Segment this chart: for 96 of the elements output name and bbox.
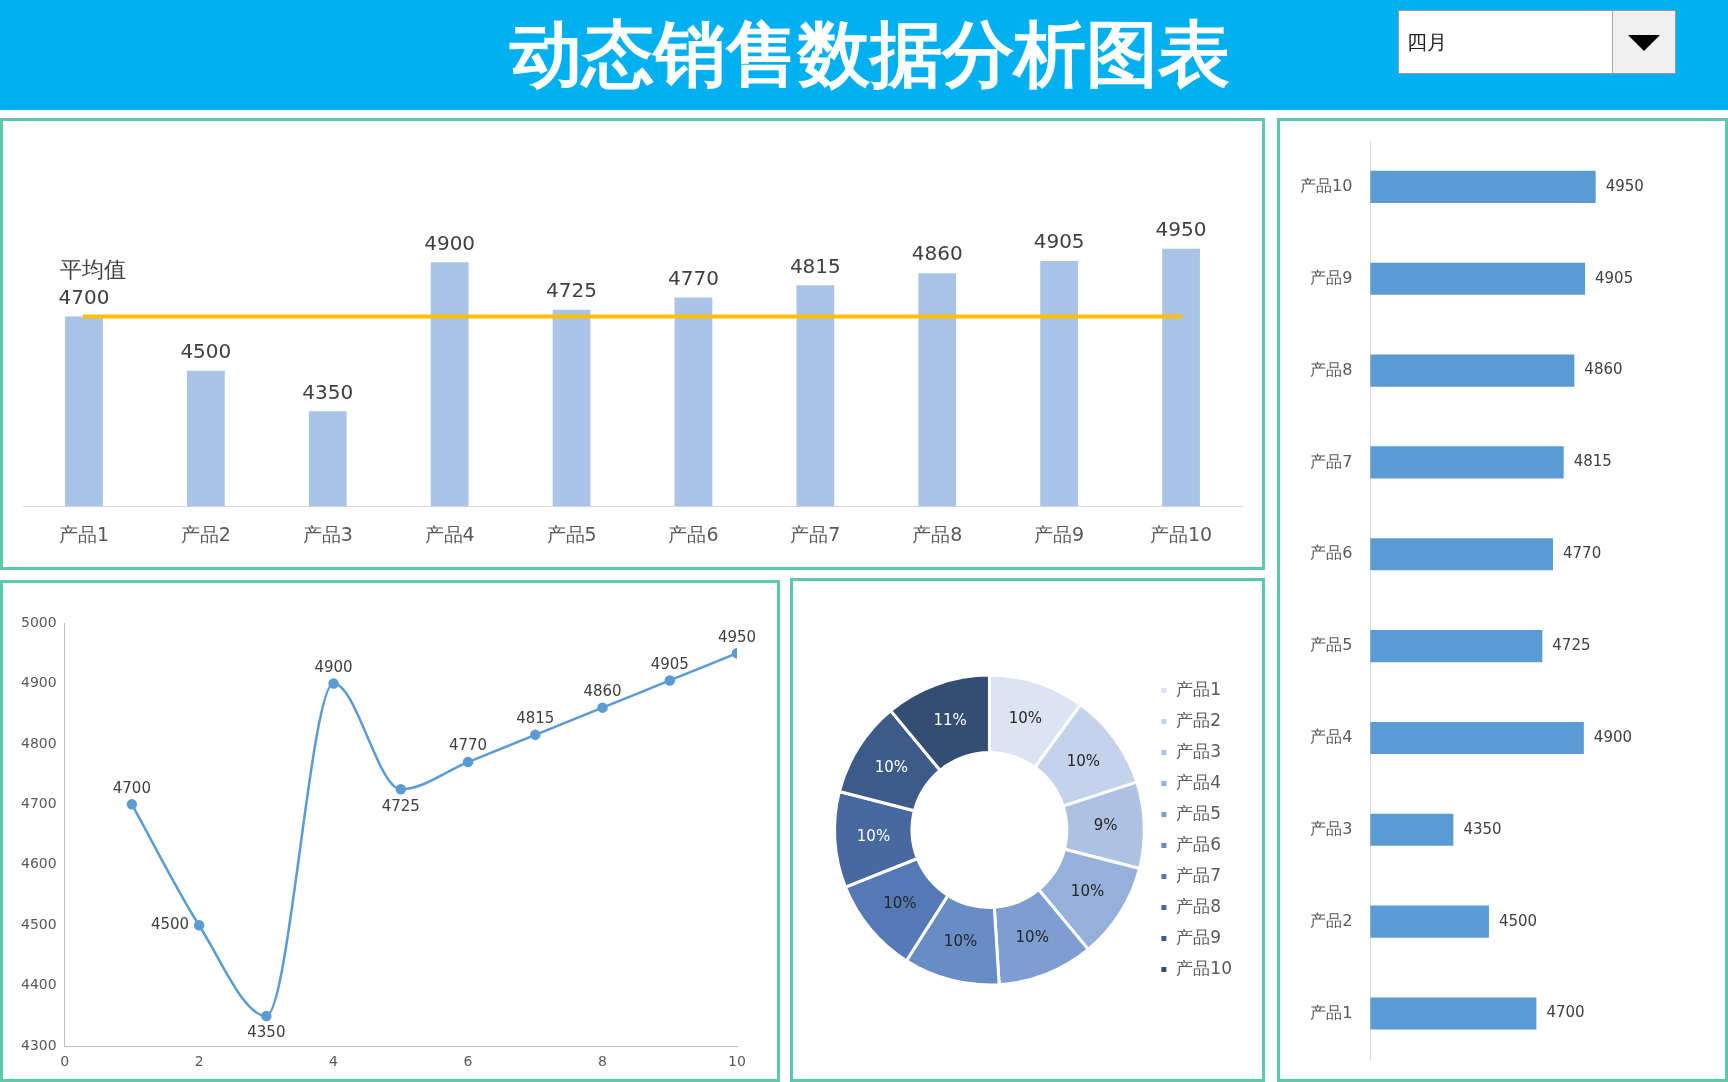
- y-tick-label: 产品5: [1310, 635, 1353, 655]
- data-label: 4700: [112, 778, 151, 797]
- legend-label: 产品3: [1176, 740, 1222, 761]
- data-label: 4900: [1593, 727, 1633, 746]
- data-label: 4950: [1155, 216, 1207, 241]
- data-label: 10%: [1070, 882, 1105, 901]
- point: [126, 799, 138, 810]
- data-label: 4905: [1595, 268, 1634, 287]
- legend-label: 产品10: [1176, 957, 1233, 978]
- data-label: 4860: [583, 682, 622, 701]
- ref-line-label: 平均值: [60, 257, 126, 283]
- data-label: 4905: [1033, 229, 1085, 254]
- data-label: 4950: [1605, 176, 1644, 195]
- data-label: 4950: [717, 627, 757, 646]
- y-tick-label: 产品9: [1310, 267, 1353, 287]
- y-tick-label: 产品6: [1310, 543, 1353, 563]
- legend-label: 产品4: [1176, 771, 1222, 792]
- x-tick-label: 10: [728, 1053, 746, 1070]
- point: [328, 678, 339, 689]
- data-label: 10%: [943, 932, 978, 951]
- x-tick-label: 0: [60, 1053, 70, 1070]
- legend-label: 产品5: [1176, 802, 1222, 823]
- data-label: 4725: [381, 796, 420, 815]
- data-label: 4700: [1546, 1003, 1585, 1022]
- data-label: 10%: [1008, 709, 1043, 728]
- point: [664, 675, 676, 686]
- data-label: 4905: [650, 654, 689, 673]
- x-tick-label: 产品3: [302, 522, 353, 545]
- legend-label: 产品6: [1176, 833, 1222, 854]
- y-tick-label: 产品4: [1310, 727, 1353, 747]
- y-tick-label: 产品1: [1310, 1002, 1353, 1022]
- x-tick-label: 产品1: [58, 522, 109, 545]
- data-label: 4770: [668, 265, 719, 290]
- point: [462, 756, 474, 768]
- data-label: 4860: [911, 241, 963, 266]
- data-label: 4900: [314, 657, 353, 676]
- x-tick-label: 产品10: [1149, 522, 1213, 545]
- data-label: 4815: [1573, 452, 1612, 471]
- x-tick-label: 产品2: [180, 522, 231, 545]
- y-tick-label: 产品3: [1310, 818, 1353, 838]
- y-tick-label: 4800: [20, 734, 57, 751]
- data-label: 4350: [302, 379, 354, 404]
- x-tick-label: 4: [329, 1053, 339, 1070]
- x-tick-label: 8: [598, 1053, 607, 1070]
- y-tick-label: 产品10: [1300, 176, 1353, 196]
- legend-label: 产品7: [1176, 864, 1222, 885]
- y-tick-label: 4600: [20, 855, 57, 872]
- data-label: 4860: [1584, 360, 1623, 379]
- data-label: 4725: [546, 277, 597, 302]
- data-label: 10%: [856, 827, 891, 846]
- y-tick-label: 4300: [20, 1036, 57, 1053]
- point: [597, 702, 608, 713]
- x-tick-label: 产品9: [1034, 522, 1085, 545]
- y-tick-label: 产品8: [1310, 359, 1353, 379]
- data-label: 4770: [448, 736, 488, 755]
- point: [261, 1010, 272, 1022]
- data-label: 4725: [1552, 636, 1591, 655]
- data-label: 4700: [58, 284, 110, 309]
- data-label: 4770: [1563, 544, 1602, 563]
- legend-label: 产品9: [1176, 926, 1222, 947]
- chart-title: 动态销售数据分析图表: [508, 11, 1231, 98]
- data-label: 4350: [247, 1023, 286, 1042]
- y-tick-label: 产品2: [1310, 910, 1353, 930]
- y-tick-label: 4700: [20, 795, 57, 812]
- x-tick-label: 产品6: [668, 522, 719, 545]
- y-tick-label: 产品7: [1310, 451, 1353, 471]
- y-tick-label: 4400: [20, 976, 57, 993]
- y-tick-label: 4500: [20, 915, 57, 932]
- point: [193, 920, 205, 931]
- legend-label: 产品2: [1176, 709, 1222, 730]
- data-label: 10%: [874, 757, 908, 776]
- data-label: 10%: [1015, 927, 1049, 946]
- data-label: 4500: [150, 915, 190, 934]
- x-tick-label: 产品4: [424, 522, 475, 545]
- legend-label: 产品8: [1176, 895, 1222, 916]
- data-label: 9%: [1093, 816, 1118, 835]
- data-label: 10%: [1066, 751, 1101, 770]
- data-label: 11%: [933, 710, 967, 729]
- x-tick-label: 6: [463, 1053, 473, 1070]
- data-label: 4815: [516, 709, 555, 728]
- data-label: 4815: [789, 253, 841, 278]
- x-tick-label: 产品8: [912, 522, 963, 545]
- legend-label: 产品1: [1176, 678, 1222, 699]
- text: 四月: [1407, 29, 1447, 56]
- point: [395, 784, 407, 795]
- data-label: 4900: [424, 230, 476, 255]
- data-label: 4500: [180, 338, 232, 363]
- y-tick-label: 4900: [20, 674, 57, 691]
- x-tick-label: 产品5: [546, 522, 597, 545]
- x-tick-label: 2: [194, 1053, 204, 1070]
- y-tick-label: 5000: [20, 613, 57, 630]
- data-label: 4500: [1498, 911, 1538, 930]
- data-label: 4350: [1463, 819, 1502, 838]
- point: [530, 729, 541, 741]
- x-tick-label: 产品7: [790, 522, 841, 545]
- data-label: 10%: [883, 893, 917, 912]
